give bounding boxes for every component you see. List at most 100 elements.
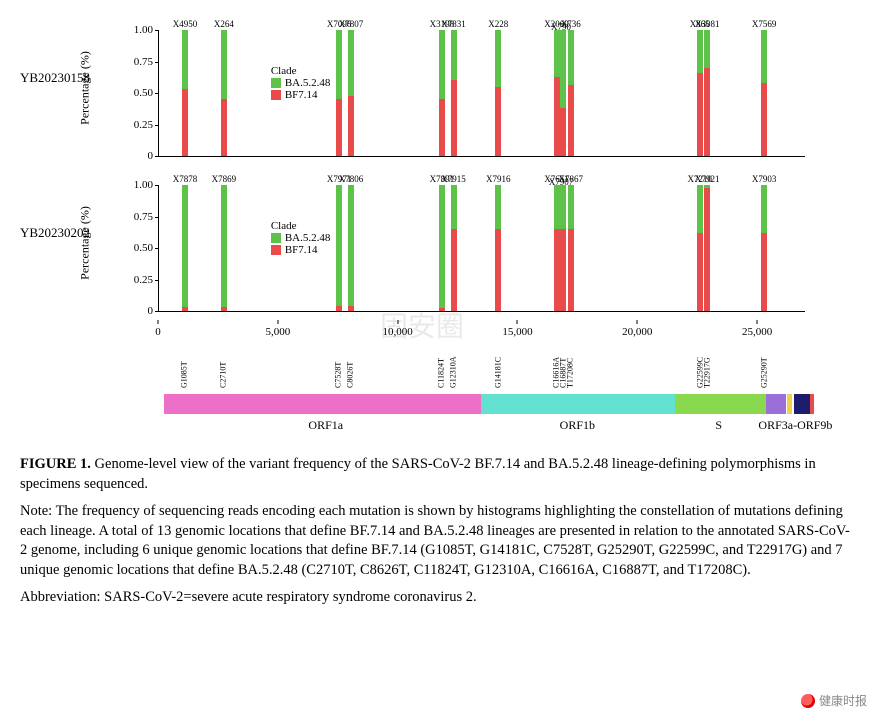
legend-swatch	[271, 245, 281, 255]
bar-label: X3081	[695, 19, 720, 29]
xtick-label: 5,000	[265, 326, 290, 338]
bar: X7916	[495, 185, 501, 311]
figure-title: Genome-level view of the variant frequen…	[20, 456, 816, 492]
bar-label: X7903	[752, 174, 777, 184]
bar-label: X264	[214, 19, 234, 29]
x-axis: 05,00010,00015,00020,00025,000	[130, 320, 805, 348]
y-axis-label: Percentage (%)	[78, 51, 93, 125]
genome-track: G1085TC2710TC7528TC8026TC11824TG12310AG1…	[130, 348, 805, 443]
legend-item-label: BF7.14	[285, 89, 318, 101]
bar-label: X7921	[695, 174, 720, 184]
bar-label: X7806	[339, 174, 364, 184]
bar: X7651	[554, 185, 560, 311]
bar: X7971	[336, 185, 342, 311]
legend: CladeBA.5.2.48BF7.14	[269, 218, 333, 258]
weibo-icon	[801, 694, 815, 708]
bar: X7806	[348, 185, 354, 311]
bar-label: X7907	[549, 177, 574, 187]
xtick-label: 0	[155, 326, 161, 338]
bar-label: X790	[551, 22, 571, 32]
bar-label: X7569	[752, 19, 777, 29]
figure-caption: FIGURE 1. Genome-level view of the varia…	[20, 455, 855, 608]
bar-label: X4950	[173, 19, 198, 29]
plot-area-0: 00.250.500.751.00X4950X264X7096X7807X319…	[158, 30, 805, 157]
ytick-label: 0.50	[129, 242, 153, 254]
bar-label: X7916	[486, 174, 511, 184]
genome-segment	[481, 394, 675, 414]
mutation-label: C11824T	[437, 358, 446, 388]
legend-swatch	[271, 78, 281, 88]
legend: CladeBA.5.2.48BF7.14	[269, 63, 333, 103]
bar: X7807	[348, 30, 354, 156]
bar: X7921	[704, 185, 710, 311]
xtick-label: 15,000	[502, 326, 532, 338]
bar: X7869	[221, 185, 227, 311]
bar-label: X7915	[441, 174, 466, 184]
ytick-label: 0	[129, 150, 153, 162]
genome-segment	[766, 394, 786, 414]
genome-segment-label: ORF1a	[308, 418, 343, 433]
panel-yb20230158: YB20230158 Percentage (%) 00.250.500.751…	[130, 10, 805, 165]
figure-tag: FIGURE 1.	[20, 456, 91, 472]
legend-item-label: BA.5.2.48	[285, 77, 331, 89]
bar	[560, 30, 566, 156]
genome-segment	[675, 394, 767, 414]
ytick-label: 1.00	[129, 179, 153, 191]
ytick-label: 0.75	[129, 211, 153, 223]
genome-segment	[810, 394, 814, 414]
legend-title: Clade	[271, 65, 331, 77]
bar: X4950	[182, 30, 188, 156]
bar: X7096	[336, 30, 342, 156]
bar: X7891	[439, 185, 445, 311]
bar: X2069	[554, 30, 560, 156]
ytick-label: 0.25	[129, 119, 153, 131]
bar: X736	[568, 30, 574, 156]
mutation-label: C8026T	[346, 362, 355, 388]
bar-label: X7831	[441, 19, 466, 29]
weibo-source: 健康时报	[801, 692, 867, 709]
xtick-label: 25,000	[742, 326, 772, 338]
bar-label: X7878	[173, 174, 198, 184]
genome-track-inner: G1085TC2710TC7528TC8026TC11824TG12310AG1…	[158, 348, 805, 443]
genome-segment	[787, 394, 792, 414]
bar: X7867	[568, 185, 574, 311]
bar: X3081	[704, 30, 710, 156]
mutation-label: G25290T	[760, 357, 769, 388]
mutation-label: G12310A	[448, 356, 457, 388]
bar	[560, 185, 566, 311]
bar: X264	[221, 30, 227, 156]
bar: X228	[495, 30, 501, 156]
genome-segment-label: ORF3a-ORF9b	[758, 418, 832, 433]
y-axis-label: Percentage (%)	[78, 206, 93, 280]
mutation-label: T17208C	[566, 358, 575, 388]
genome-segment	[794, 394, 810, 414]
figure-note: Note: The frequency of sequencing reads …	[20, 502, 855, 580]
genome-segment-label: ORF1b	[560, 418, 595, 433]
plot-area-1: 00.250.500.751.00X7878X7869X7971X7806X78…	[158, 185, 805, 312]
bar: X7903	[761, 185, 767, 311]
ytick-label: 0.25	[129, 274, 153, 286]
genome-segment-label: S	[715, 418, 722, 433]
genome-segment	[164, 394, 480, 414]
bar: X7915	[451, 185, 457, 311]
legend-item-label: BF7.14	[285, 244, 318, 256]
legend-swatch	[271, 90, 281, 100]
bar-label: X7869	[212, 174, 237, 184]
bar: X3198	[439, 30, 445, 156]
ytick-label: 0.50	[129, 87, 153, 99]
panel-yb20230202: YB20230202 Percentage (%) 00.250.500.751…	[130, 165, 805, 320]
bar-label: X7807	[339, 19, 364, 29]
bar: X7569	[761, 30, 767, 156]
mutation-label: T22917G	[703, 357, 712, 388]
bar: X7210	[697, 185, 703, 311]
bar: X865	[697, 30, 703, 156]
bar: X7878	[182, 185, 188, 311]
ytick-label: 0	[129, 305, 153, 317]
mutation-label: C7528T	[334, 362, 343, 388]
legend-swatch	[271, 233, 281, 243]
bar-label: X228	[488, 19, 508, 29]
mutation-label: G1085T	[179, 361, 188, 388]
figure-abbr: Abbreviation: SARS-CoV-2=severe acute re…	[20, 588, 855, 608]
ytick-label: 0.75	[129, 56, 153, 68]
bar: X7831	[451, 30, 457, 156]
